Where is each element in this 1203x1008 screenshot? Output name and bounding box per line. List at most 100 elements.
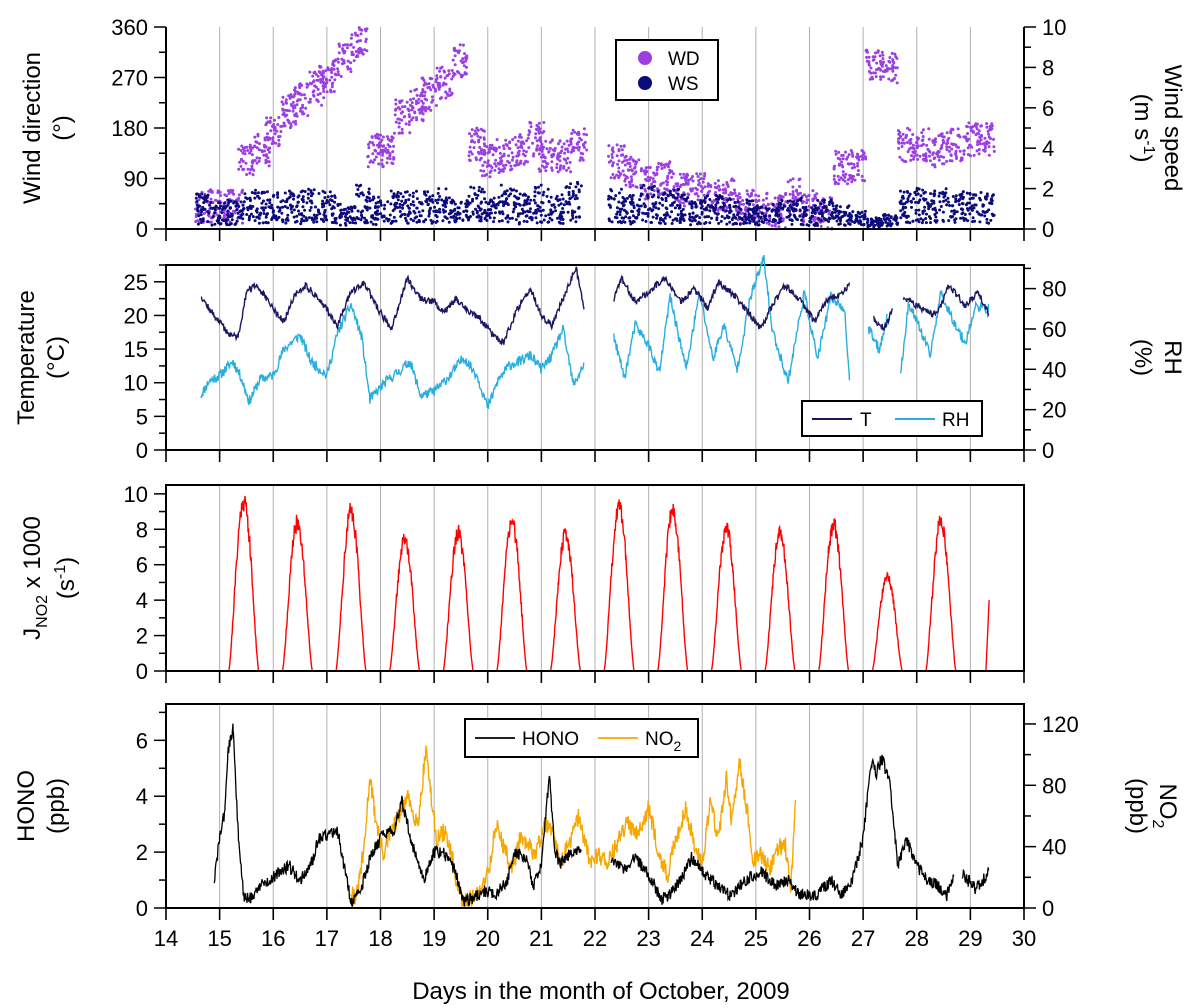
ws-point [964, 203, 968, 207]
wd-point [950, 147, 954, 151]
ws-point [211, 215, 215, 219]
ws-point [721, 208, 725, 212]
ws-point [440, 198, 444, 202]
ws-point [199, 195, 203, 199]
wd-point [969, 144, 972, 147]
wd-point [986, 129, 990, 133]
ws-point [344, 207, 347, 211]
ws-point [836, 209, 840, 213]
ws-point [392, 215, 396, 219]
wd-point [222, 216, 226, 220]
wd-point [846, 155, 850, 159]
wd-point [397, 125, 401, 129]
ws-point [821, 214, 824, 218]
ws-point [670, 210, 674, 214]
wd-point [875, 61, 879, 65]
wd-point [480, 174, 484, 178]
ws-point [957, 203, 961, 207]
ws-point [444, 196, 448, 200]
ws-point [829, 213, 833, 217]
ws-point [559, 202, 563, 206]
wd-point [888, 67, 892, 71]
y-label-superscript: -1 [52, 565, 69, 579]
ws-point [196, 209, 200, 213]
ws-point [299, 222, 303, 226]
wd-point [394, 108, 398, 111]
ws-point [306, 196, 310, 200]
wd-point [931, 163, 934, 167]
ws-point [338, 202, 342, 206]
wd-point [398, 117, 402, 121]
ws-point [704, 206, 708, 210]
ws-point [220, 211, 224, 215]
wd-point [364, 29, 368, 33]
ws-point [376, 205, 380, 209]
ws-point [549, 195, 553, 199]
wd-point [414, 99, 418, 103]
ws-point [934, 208, 937, 212]
wd-point [624, 183, 628, 187]
wd-point [639, 183, 643, 187]
ws-point [719, 219, 723, 223]
wd-point [742, 202, 745, 206]
wd-point [429, 108, 433, 112]
wd-point [964, 137, 968, 141]
ws-point [225, 218, 229, 222]
ws-point [880, 223, 884, 227]
wd-point [407, 123, 411, 127]
ws-point [542, 190, 546, 194]
ws-point [676, 188, 680, 192]
y-label-line: Wind speed [1159, 65, 1186, 192]
wd-point [385, 161, 389, 165]
ws-point [899, 216, 903, 220]
wd-point [834, 180, 838, 184]
wd-point [621, 169, 625, 173]
ws-point [561, 211, 565, 215]
ws-point [339, 208, 343, 212]
wd-point [560, 145, 564, 149]
wd-point [516, 146, 520, 150]
ws-point [612, 197, 616, 201]
y-tick-label: 6 [136, 553, 148, 578]
wd-point [293, 86, 297, 90]
ws-point [265, 221, 269, 225]
ws-point [748, 221, 752, 225]
ws-point [464, 202, 468, 206]
wd-point [868, 77, 872, 81]
ws-point [941, 192, 945, 196]
wd-point [733, 188, 736, 192]
wd-point [905, 133, 908, 137]
ws-point [492, 220, 495, 224]
ws-point [574, 220, 578, 224]
wd-point [582, 145, 586, 149]
wd-point [796, 193, 800, 197]
ws-point [368, 199, 372, 203]
ws-point [388, 213, 392, 217]
wd-point [652, 189, 656, 193]
wd-point [668, 160, 672, 164]
wd-point [226, 189, 230, 193]
y-label-part: ) [1129, 154, 1156, 162]
ws-point [379, 201, 383, 205]
ws-point [506, 220, 510, 224]
wd-point [891, 78, 894, 82]
ws-point [313, 215, 317, 219]
ws-point [834, 204, 838, 208]
wd-point [349, 42, 353, 46]
ws-point [831, 204, 835, 208]
wd-point [377, 162, 381, 166]
ws-point [814, 208, 818, 212]
wd-point [470, 138, 474, 142]
ws-point [822, 205, 826, 208]
ws-point [406, 221, 410, 225]
wd-point [788, 192, 792, 196]
wd-point [727, 193, 731, 197]
wd-point [294, 119, 298, 123]
wd-point [300, 110, 304, 114]
wd-point [289, 124, 293, 128]
ws-point [624, 210, 628, 214]
wd-point [240, 144, 244, 148]
wd-point [322, 71, 325, 75]
wd-point [244, 161, 248, 165]
wd-point [478, 158, 482, 162]
